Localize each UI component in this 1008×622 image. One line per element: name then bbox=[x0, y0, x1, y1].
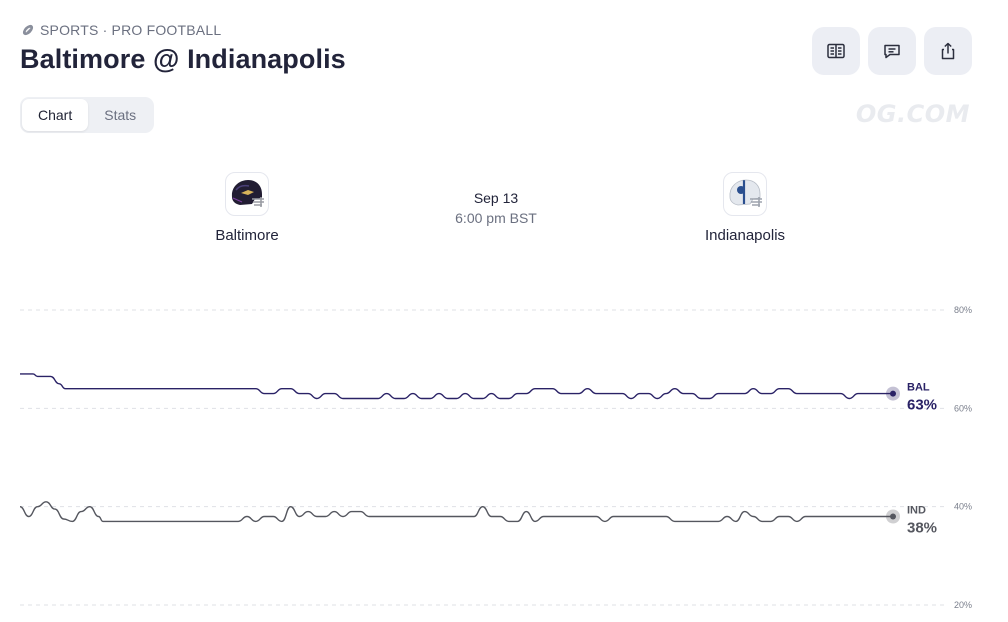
tab-chart[interactable]: Chart bbox=[22, 99, 89, 131]
series-end-point-ind[interactable] bbox=[890, 513, 896, 520]
book-icon bbox=[827, 43, 845, 59]
home-team[interactable]: Indianapolis bbox=[675, 172, 815, 244]
share-icon bbox=[941, 42, 955, 60]
watermark: OG.COM bbox=[855, 100, 970, 128]
y-tick-label-40: 40% bbox=[954, 502, 972, 512]
share-button[interactable] bbox=[924, 27, 972, 75]
series-end-point-bal[interactable] bbox=[890, 390, 896, 397]
home-team-logo bbox=[723, 172, 767, 216]
series-value-ind: 38% bbox=[907, 520, 937, 537]
breadcrumb: SPORTS · PRO FOOTBALL bbox=[21, 22, 221, 38]
action-bar bbox=[812, 27, 972, 75]
page-title: Baltimore @ Indianapolis bbox=[20, 44, 346, 74]
series-line-bal bbox=[19, 373, 893, 400]
breadcrumb-text: SPORTS · PRO FOOTBALL bbox=[40, 22, 222, 38]
view-tabs: Chart Stats bbox=[20, 97, 155, 133]
home-team-name: Indianapolis bbox=[704, 227, 786, 244]
football-icon bbox=[22, 24, 34, 36]
series-line-ind bbox=[19, 501, 893, 523]
series-name-bal: BAL bbox=[907, 382, 930, 394]
away-team-logo bbox=[225, 172, 269, 216]
game-schedule: Sep 13 6:00 pm BST bbox=[396, 190, 596, 226]
comments-button[interactable] bbox=[868, 27, 916, 75]
game-time: 6:00 pm BST bbox=[455, 210, 537, 226]
y-tick-label-20: 20% bbox=[954, 600, 972, 610]
ravens-helmet-icon bbox=[231, 180, 264, 207]
series-value-bal: 63% bbox=[907, 397, 937, 414]
comment-icon bbox=[884, 44, 900, 59]
tab-stats[interactable]: Stats bbox=[104, 107, 137, 123]
win-probability-chart: 80% 60% 40% 20% BAL 63% IND 38% bbox=[19, 305, 972, 610]
y-tick-label-80: 80% bbox=[954, 305, 972, 315]
series-name-ind: IND bbox=[907, 505, 926, 517]
y-tick-label-60: 60% bbox=[954, 403, 972, 413]
colts-helmet-icon bbox=[729, 179, 762, 207]
rules-button[interactable] bbox=[812, 27, 860, 75]
away-team[interactable]: Baltimore bbox=[177, 172, 317, 244]
game-date: Sep 13 bbox=[473, 190, 519, 206]
away-team-name: Baltimore bbox=[215, 227, 279, 244]
